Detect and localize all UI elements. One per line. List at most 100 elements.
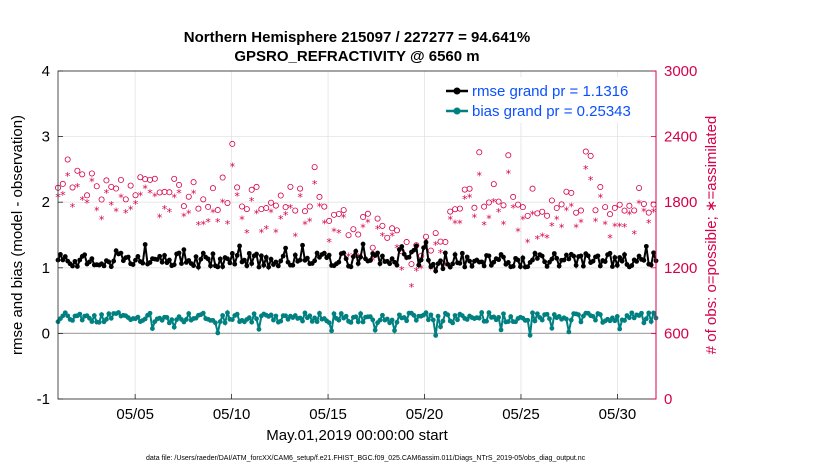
possible-obs-marker bbox=[447, 208, 454, 215]
x-tick-label: 05/15 bbox=[309, 406, 347, 423]
plot-area bbox=[58, 71, 656, 399]
bias-point bbox=[360, 319, 366, 325]
assimilated-obs-marker: * bbox=[293, 230, 299, 243]
left-tick-label: 3 bbox=[42, 129, 50, 146]
rmse-point bbox=[421, 245, 426, 251]
assimilated-obs-marker: * bbox=[128, 204, 134, 217]
rmse-point bbox=[200, 250, 206, 256]
assimilated-obs-marker: * bbox=[147, 187, 153, 200]
rmse-point bbox=[430, 261, 436, 267]
bias-point bbox=[326, 320, 332, 326]
assimilated-obs-marker: * bbox=[167, 206, 173, 219]
possible-obs-marker bbox=[529, 185, 536, 192]
assimilated-obs-marker: * bbox=[389, 230, 395, 243]
bias-point bbox=[251, 311, 257, 317]
rmse-point bbox=[648, 262, 654, 268]
rmse-point bbox=[326, 252, 332, 258]
assimilated-obs-marker: * bbox=[65, 170, 71, 183]
rmse-point bbox=[125, 254, 131, 260]
possible-obs-marker bbox=[360, 214, 367, 221]
right-tick-label: 2400 bbox=[664, 129, 697, 146]
left-axis-ticks: -1 0 1 2 3 4 bbox=[37, 63, 63, 408]
bias-point bbox=[568, 317, 574, 323]
assimilated-obs-marker: * bbox=[244, 227, 250, 240]
assimilated-obs-marker: * bbox=[138, 189, 144, 202]
rmse-point bbox=[290, 262, 296, 268]
rmse-point bbox=[355, 261, 361, 266]
possible-obs-marker bbox=[389, 225, 396, 232]
bias-point bbox=[256, 326, 262, 332]
bias-point bbox=[639, 310, 644, 316]
bias-point bbox=[186, 311, 192, 316]
assimilated-obs-marker: * bbox=[205, 216, 211, 229]
rmse-point bbox=[481, 263, 487, 269]
rmse-point bbox=[551, 251, 557, 256]
assimilated-obs-marker: * bbox=[559, 221, 565, 234]
rmse-point bbox=[469, 263, 475, 269]
rmse-point bbox=[518, 264, 523, 270]
rmse-point bbox=[418, 257, 424, 263]
bias-point bbox=[355, 319, 361, 325]
rmse-point bbox=[191, 263, 196, 268]
possible-obs-marker bbox=[268, 199, 275, 206]
rmse-point bbox=[612, 255, 618, 260]
legend: rmse grand pr = 1.1316 bias grand pr = 0… bbox=[440, 77, 650, 123]
bias-point bbox=[222, 320, 228, 326]
assimilated-obs-marker: * bbox=[278, 213, 284, 226]
assimilated-obs-marker: * bbox=[510, 202, 516, 215]
rmse-point bbox=[375, 250, 380, 256]
bias-point bbox=[438, 324, 443, 330]
rmse-point bbox=[89, 256, 95, 262]
rmse-point bbox=[416, 262, 422, 268]
bias-point bbox=[508, 314, 514, 319]
bias-point bbox=[597, 312, 603, 317]
assimilated-obs-marker: * bbox=[443, 260, 449, 273]
assimilated-obs-marker: * bbox=[583, 163, 589, 176]
possible-obs-marker bbox=[200, 196, 207, 203]
assimilated-obs-marker: * bbox=[186, 207, 192, 220]
rmse-point bbox=[411, 247, 417, 253]
possible-obs-marker bbox=[626, 202, 633, 209]
bias-point bbox=[91, 313, 97, 318]
assimilated-obs-marker: * bbox=[370, 255, 376, 268]
rmse-point bbox=[622, 252, 627, 258]
bias-point bbox=[229, 317, 235, 322]
bias-point bbox=[593, 317, 598, 323]
assimilated-obs-marker: * bbox=[162, 203, 168, 216]
rmse-point bbox=[275, 263, 281, 269]
assimilated-obs-marker: * bbox=[230, 160, 236, 173]
possible-obs-marker bbox=[505, 152, 512, 159]
rmse-point bbox=[423, 239, 429, 245]
rmse-point bbox=[261, 262, 267, 268]
rmse-point bbox=[283, 245, 288, 251]
right-tick-label: 0 bbox=[664, 391, 672, 408]
rmse-point bbox=[619, 258, 625, 264]
possible-obs-marker bbox=[190, 179, 197, 186]
bias-point bbox=[268, 312, 274, 318]
right-tick-label: 1200 bbox=[664, 260, 697, 277]
rmse-point bbox=[135, 254, 141, 259]
possible-obs-marker bbox=[98, 196, 105, 203]
rmse-point bbox=[450, 261, 456, 267]
rmse-point bbox=[193, 254, 199, 260]
assimilated-obs-marker: * bbox=[447, 214, 453, 227]
possible-obs-marker bbox=[481, 203, 488, 210]
possible-obs-marker bbox=[64, 156, 71, 163]
possible-obs-marker bbox=[490, 181, 497, 188]
bias-point bbox=[217, 319, 223, 325]
bias-point bbox=[183, 317, 189, 322]
rmse-point bbox=[510, 263, 516, 269]
possible-obs-marker bbox=[132, 192, 139, 199]
possible-obs-marker bbox=[621, 207, 628, 214]
bias-point bbox=[164, 315, 170, 320]
assimilated-obs-marker: * bbox=[472, 212, 478, 225]
bias-point bbox=[534, 311, 540, 317]
rmse-point bbox=[353, 248, 359, 254]
rmse-point bbox=[580, 263, 586, 269]
assimilated-obs-marker: * bbox=[283, 209, 289, 222]
bias-point bbox=[479, 310, 485, 315]
bias-point bbox=[513, 319, 518, 325]
possible-obs-marker bbox=[79, 171, 86, 178]
possible-obs-marker bbox=[510, 193, 517, 200]
rmse-point bbox=[336, 259, 342, 265]
